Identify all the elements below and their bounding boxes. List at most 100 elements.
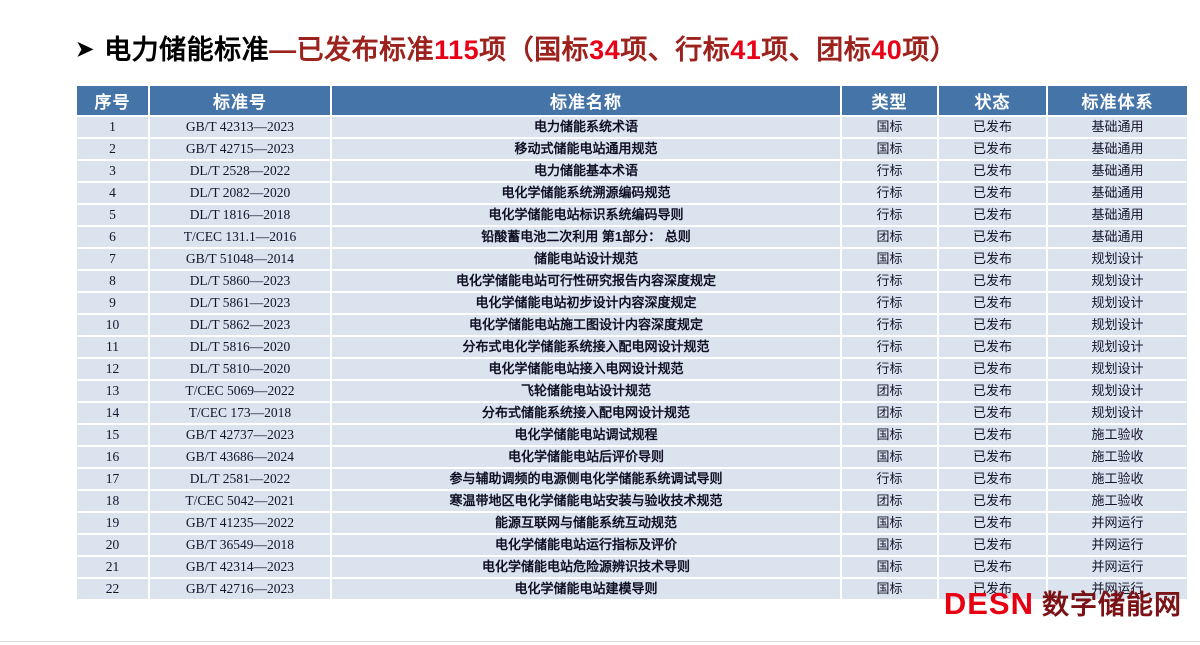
table-cell-system: 并网运行 (1046, 511, 1189, 535)
table-cell-standard-number: DL/T 2581—2022 (148, 467, 332, 491)
table-cell-type: 国标 (840, 555, 939, 579)
table-cell-no: 5 (75, 203, 150, 227)
slide-bottom-edge (0, 641, 1200, 642)
table-cell-standard-number: T/CEC 5069—2022 (148, 379, 332, 403)
table-cell-type: 团标 (840, 401, 939, 425)
table-cell-status: 已发布 (937, 335, 1048, 359)
table-cell-status: 已发布 (937, 467, 1048, 491)
table-cell-system: 施工验收 (1046, 467, 1189, 491)
table-cell-status: 已发布 (937, 137, 1048, 161)
table-cell-standard-number: DL/T 5816—2020 (148, 335, 332, 359)
table-cell-standard-number: GB/T 43686—2024 (148, 445, 332, 469)
table-cell-system: 基础通用 (1046, 137, 1189, 161)
table-cell-system: 基础通用 (1046, 203, 1189, 227)
table-cell-type: 行标 (840, 335, 939, 359)
title-segment: 项、行标 (620, 35, 731, 65)
table-cell-standard-name: 移动式储能电站通用规范 (330, 137, 842, 161)
table-cell-status: 已发布 (937, 247, 1048, 271)
site-logo: DESN 数字储能网 (944, 583, 1182, 622)
table-cell-standard-number: GB/T 42737—2023 (148, 423, 332, 447)
table-cell-type: 行标 (840, 467, 939, 491)
table-cell-standard-number: DL/T 5810—2020 (148, 357, 332, 381)
title-segment: —已发布标准 (269, 35, 435, 65)
title-suffix: —已发布标准115项（国标34项、行标41项、团标40项） (269, 35, 957, 65)
table-cell-status: 已发布 (937, 445, 1048, 469)
table-cell-status: 已发布 (937, 159, 1048, 183)
table-cell-no: 12 (75, 357, 150, 381)
table-cell-status: 已发布 (937, 115, 1048, 139)
table-cell-system: 规划设计 (1046, 379, 1189, 403)
table-cell-system: 规划设计 (1046, 269, 1189, 293)
table-cell-status: 已发布 (937, 401, 1048, 425)
table-cell-system: 施工验收 (1046, 423, 1189, 447)
table-cell-system: 规划设计 (1046, 357, 1189, 381)
table-cell-no: 4 (75, 181, 150, 205)
table-cell-standard-number: GB/T 42314—2023 (148, 555, 332, 579)
table-cell-no: 17 (75, 467, 150, 491)
table-row: 20 GB/T 36549—2018 电化学储能电站运行指标及评价 国标 已发布 并网运行 (75, 533, 1189, 557)
table-cell-standard-name: 电化学储能电站初步设计内容深度规定 (330, 291, 842, 315)
table-cell-standard-number: GB/T 42715—2023 (148, 137, 332, 161)
table-cell-system: 基础通用 (1046, 159, 1189, 183)
table-cell-system: 并网运行 (1046, 555, 1189, 579)
title-segment: 115 (434, 35, 480, 65)
table-row: 14 T/CEC 173—2018 分布式储能系统接入配电网设计规范 团标 已发布 规划设… (75, 401, 1189, 425)
table-cell-no: 6 (75, 225, 150, 249)
table-cell-status: 已发布 (937, 379, 1048, 403)
table-cell-status: 已发布 (937, 489, 1048, 513)
table-cell-standard-name: 电化学储能电站施工图设计内容深度规定 (330, 313, 842, 337)
table-row: 19 GB/T 41235—2022 能源互联网与储能系统互动规范 国标 已发布 并网运行 (75, 511, 1189, 535)
table-cell-type: 国标 (840, 445, 939, 469)
logo-chinese-text: 数字储能网 (1042, 590, 1182, 620)
table-cell-standard-name: 电化学储能系统溯源编码规范 (330, 181, 842, 205)
table-cell-standard-number: T/CEC 5042—2021 (148, 489, 332, 513)
table-row: 18 T/CEC 5042—2021 寒温带地区电化学储能电站安装与验收技术规范 团标… (75, 489, 1189, 513)
table-cell-type: 行标 (840, 181, 939, 205)
table-cell-system: 施工验收 (1046, 445, 1189, 469)
table-cell-standard-number: DL/T 2082—2020 (148, 181, 332, 205)
table-row: 10 DL/T 5862—2023 电化学储能电站施工图设计内容深度规定 行标 已发布规… (75, 313, 1189, 337)
table-cell-type: 国标 (840, 577, 939, 601)
table-cell-standard-number: DL/T 2528—2022 (148, 159, 332, 183)
table-cell-status: 已发布 (937, 511, 1048, 535)
table-cell-system: 基础通用 (1046, 225, 1189, 249)
table-cell-no: 2 (75, 137, 150, 161)
table-cell-type: 行标 (840, 159, 939, 183)
table-cell-type: 团标 (840, 489, 939, 513)
table-row: 13 T/CEC 5069—2022 飞轮储能电站设计规范 团标 已发布 规划设计 (75, 379, 1189, 403)
table-cell-system: 规划设计 (1046, 401, 1189, 425)
table-cell-status: 已发布 (937, 203, 1048, 227)
table-row: 2 GB/T 42715—2023 移动式储能电站通用规范 国标 已发布 基础通用 (75, 137, 1189, 161)
table-cell-status: 已发布 (937, 423, 1048, 447)
table-cell-no: 11 (75, 335, 150, 359)
table-cell-status: 已发布 (937, 269, 1048, 293)
table-cell-type: 国标 (840, 533, 939, 557)
table-cell-standard-name: 分布式储能系统接入配电网设计规范 (330, 401, 842, 425)
table-cell-standard-name: 电力储能系统术语 (330, 115, 842, 139)
desn-logo-text: DESN (943, 586, 1034, 621)
table-cell-no: 15 (75, 423, 150, 447)
arrow-bullet-icon: ➤ (76, 38, 95, 61)
table-cell-standard-number: GB/T 41235—2022 (148, 511, 332, 535)
table-cell-no: 3 (75, 159, 150, 183)
table-row: 1 GB/T 42313—2023 电力储能系统术语 国标 已发布 基础通用 (75, 115, 1189, 139)
table-cell-standard-name: 铅酸蓄电池二次利用 第1部分： 总则 (330, 225, 842, 249)
table-cell-system: 施工验收 (1046, 489, 1189, 513)
table-cell-status: 已发布 (937, 291, 1048, 315)
table-cell-no: 1 (75, 115, 150, 139)
table-cell-type: 国标 (840, 247, 939, 271)
title-main: 电力储能标准 (104, 35, 270, 65)
title-segment: 40 (871, 35, 903, 65)
table-cell-standard-number: GB/T 36549—2018 (148, 533, 332, 557)
table-cell-standard-name: 参与辅助调频的电源侧电化学储能系统调试导则 (330, 467, 842, 491)
table-cell-system: 规划设计 (1046, 291, 1189, 315)
table-body: 1 GB/T 42313—2023 电力储能系统术语 国标 已发布 基础通用 2 GB/T 4… (75, 115, 1189, 601)
title-segment: 项（国标 (479, 35, 590, 65)
table-cell-no: 16 (75, 445, 150, 469)
table-cell-standard-name: 电化学储能电站可行性研究报告内容深度规定 (330, 269, 842, 293)
table-cell-type: 团标 (840, 225, 939, 249)
table-cell-standard-name: 能源互联网与储能系统互动规范 (330, 511, 842, 535)
table-cell-system: 并网运行 (1046, 533, 1189, 557)
table-cell-no: 7 (75, 247, 150, 271)
table-cell-status: 已发布 (937, 181, 1048, 205)
